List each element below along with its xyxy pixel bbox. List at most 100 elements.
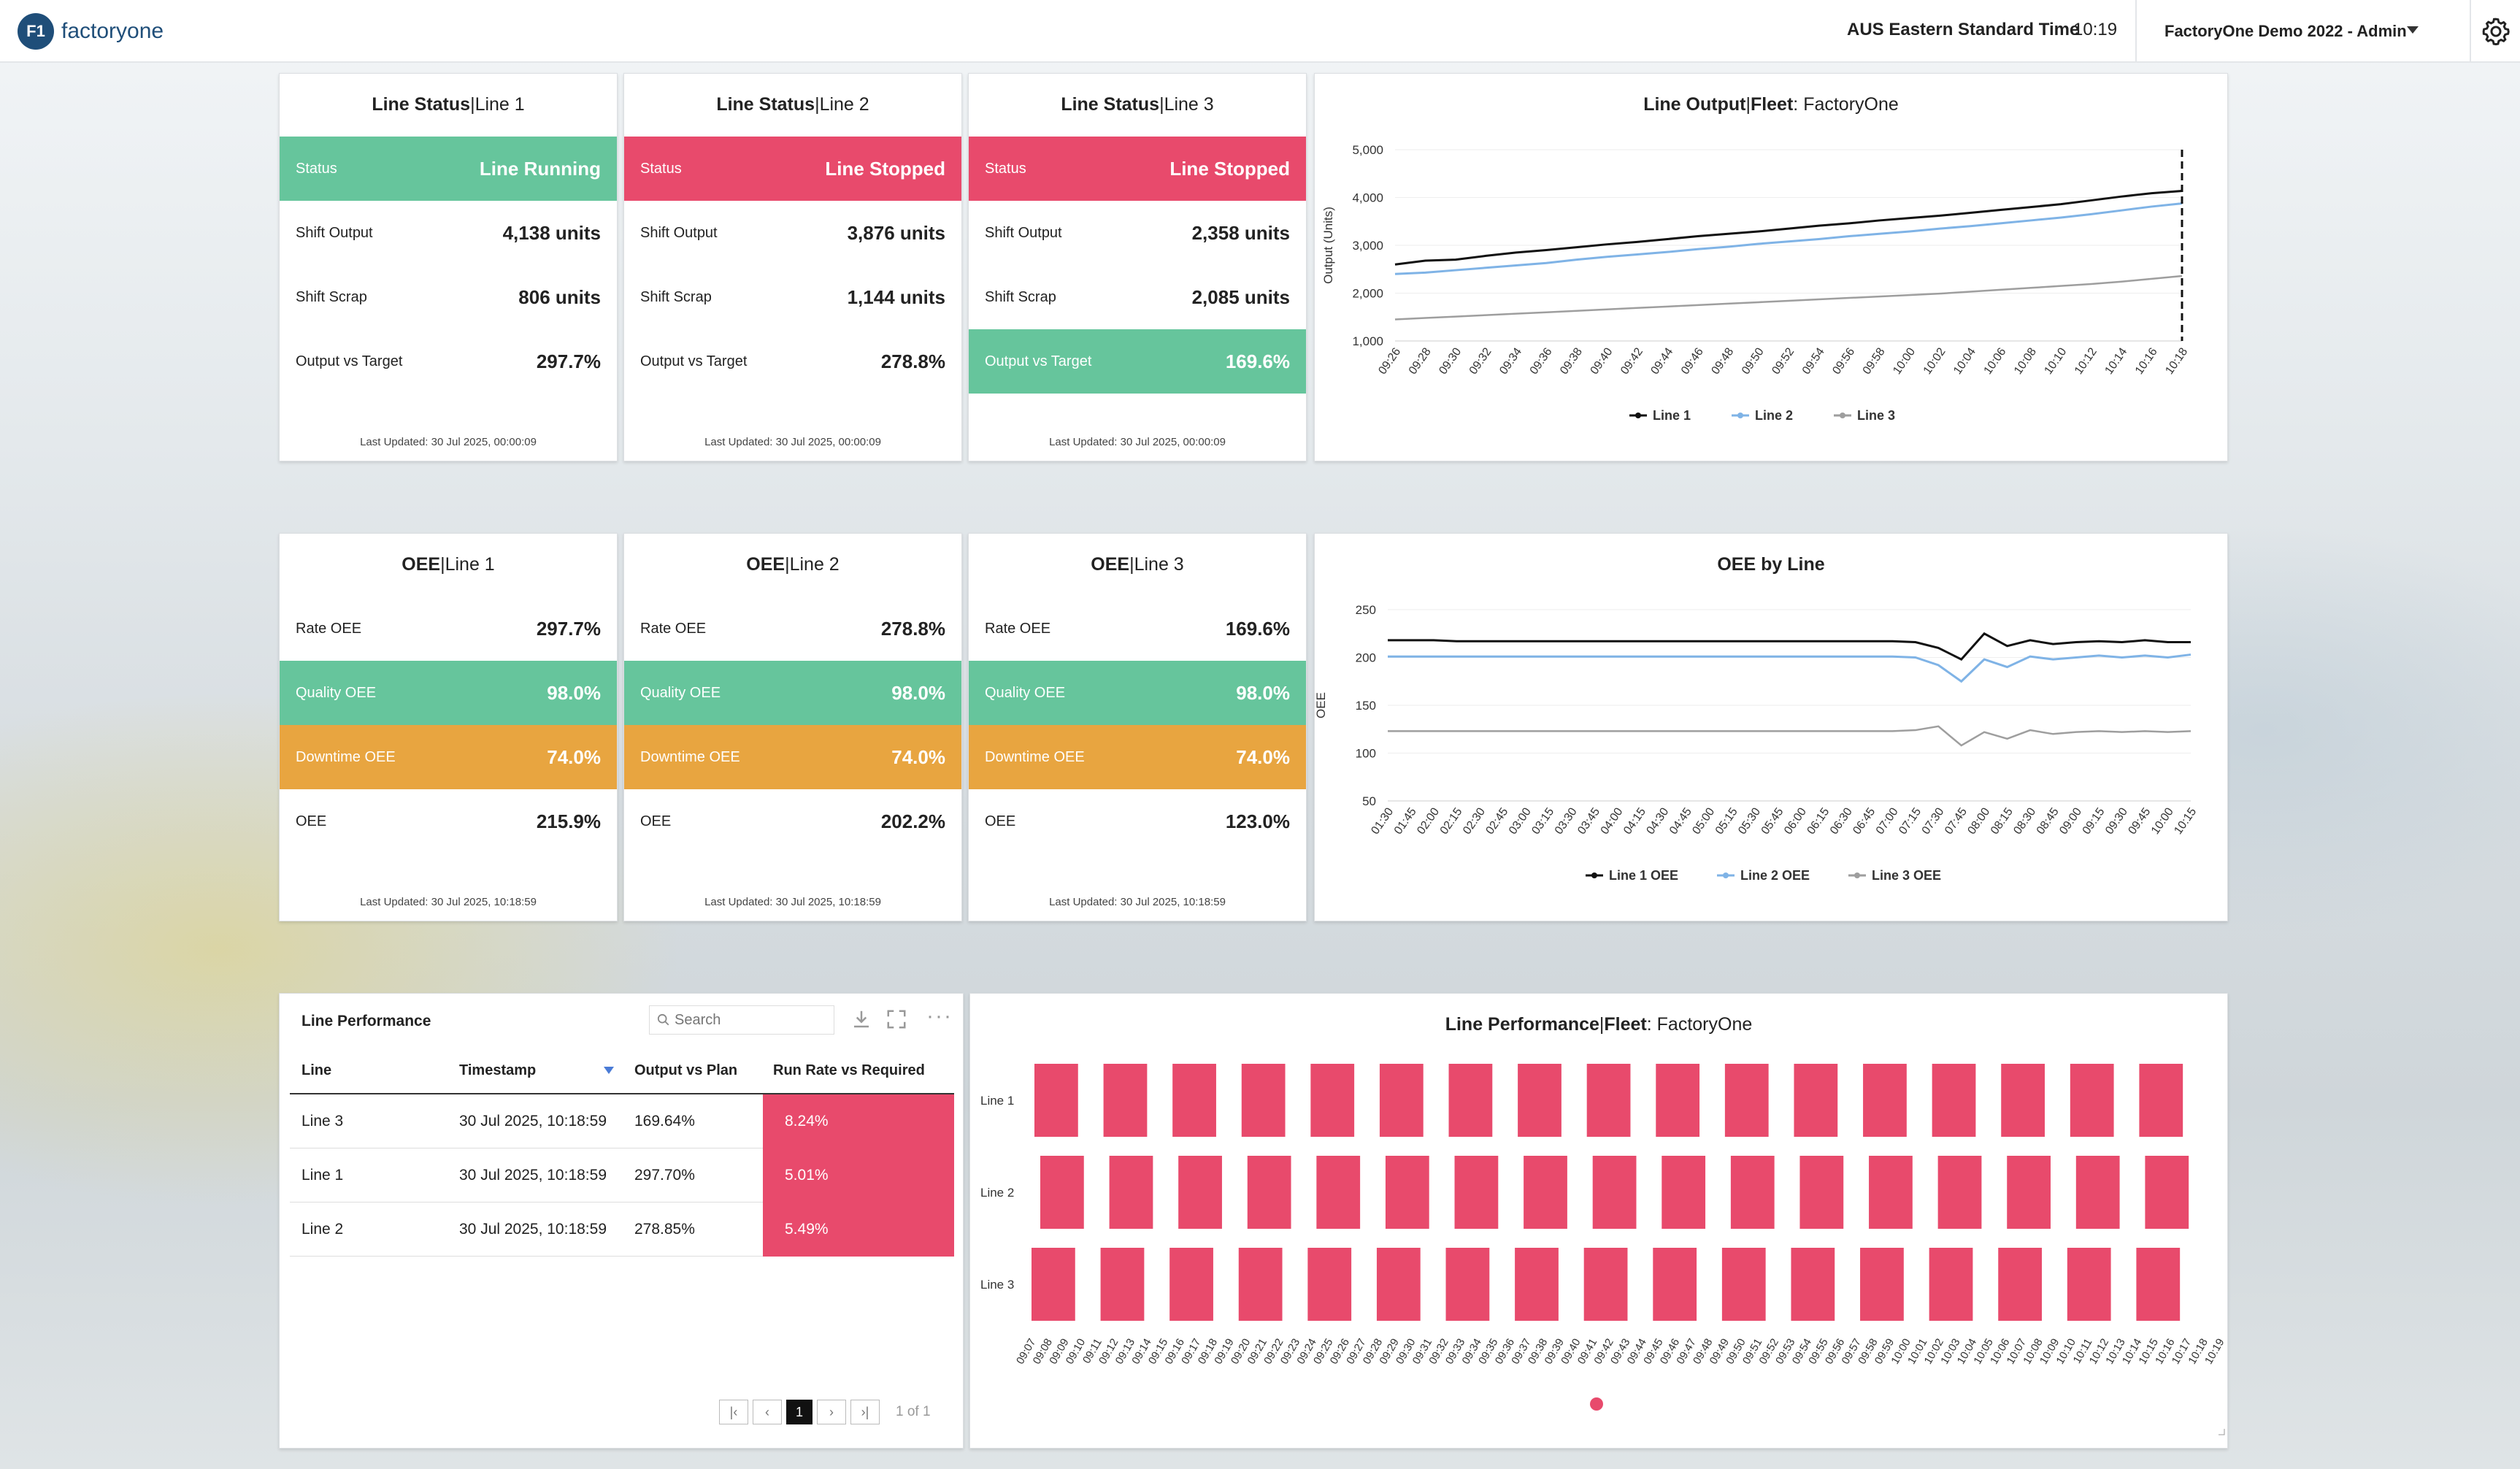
state-bar[interactable]	[1316, 1156, 1361, 1229]
state-bar[interactable]	[1656, 1064, 1700, 1137]
legend-label[interactable]: Line 2 OEE	[1740, 868, 1810, 883]
metric-label: Output vs Target	[296, 353, 403, 369]
state-bar[interactable]	[2067, 1248, 2111, 1321]
table-row[interactable]	[290, 1203, 954, 1257]
state-bar[interactable]	[1178, 1156, 1222, 1229]
legend-label[interactable]: Line 3 OEE	[1872, 868, 1941, 883]
sort-desc-icon[interactable]	[604, 1067, 614, 1079]
x-tick-label: 10:15	[2172, 805, 2199, 837]
state-bar[interactable]	[1310, 1064, 1355, 1137]
legend-label[interactable]: Line 1 OEE	[1609, 868, 1678, 883]
state-bar[interactable]	[1586, 1064, 1631, 1137]
state-bar[interactable]	[1869, 1156, 1913, 1229]
app-logo[interactable]: F1 factoryone	[18, 13, 164, 50]
gear-icon[interactable]	[2471, 0, 2520, 63]
state-bar[interactable]	[1100, 1248, 1145, 1321]
tenant-selector[interactable]: FactoryOne Demo 2022 - Admin	[2135, 0, 2471, 63]
column-header[interactable]: Timestamp	[459, 1062, 537, 1078]
table-cell: 169.64%	[634, 1113, 695, 1129]
x-tick-label: 05:30	[1736, 805, 1763, 837]
state-bar[interactable]	[1103, 1064, 1148, 1137]
x-tick-label: 09:30	[2103, 805, 2130, 837]
state-bar[interactable]	[1929, 1248, 1973, 1321]
next-page-button[interactable]: ›	[817, 1400, 846, 1424]
status-value: Line Stopped	[825, 157, 945, 180]
state-bar[interactable]	[1794, 1064, 1838, 1137]
state-bar[interactable]	[1799, 1156, 1844, 1229]
state-bar[interactable]	[1524, 1156, 1567, 1229]
state-bar[interactable]	[1448, 1064, 1493, 1137]
state-bar[interactable]	[1307, 1248, 1352, 1321]
search-input[interactable]	[675, 1011, 821, 1029]
resize-handle-icon[interactable]	[2219, 1429, 2225, 1435]
x-tick-label: 05:15	[1713, 805, 1740, 837]
row-label: Line 1	[980, 1094, 1014, 1108]
table-row[interactable]	[290, 1094, 954, 1148]
column-header[interactable]: Output vs Plan	[634, 1062, 738, 1078]
state-bar[interactable]	[1454, 1156, 1499, 1229]
state-bar[interactable]	[1998, 1248, 2042, 1321]
state-bar[interactable]	[1662, 1156, 1706, 1229]
state-bar[interactable]	[1860, 1248, 1904, 1321]
state-bar[interactable]	[1721, 1248, 1766, 1321]
header-divider	[290, 1093, 954, 1094]
state-bar[interactable]	[1109, 1156, 1153, 1229]
state-bar[interactable]	[1172, 1064, 1216, 1137]
oee-metric-row: Downtime OEE 74.0%	[969, 725, 1306, 789]
page-indicator-dot[interactable]	[1590, 1397, 1603, 1411]
state-bar[interactable]	[1241, 1064, 1286, 1137]
state-bar[interactable]	[1518, 1064, 1561, 1137]
series-line	[1394, 202, 2183, 275]
state-bar[interactable]	[1376, 1248, 1421, 1321]
state-bar[interactable]	[1379, 1064, 1424, 1137]
x-tick-label: 04:45	[1667, 805, 1694, 837]
last-page-button[interactable]: ›|	[850, 1400, 880, 1424]
state-bar[interactable]	[1724, 1064, 1769, 1137]
state-bar[interactable]	[2007, 1156, 2051, 1229]
metric-value: 278.8%	[880, 350, 945, 372]
legend-marker	[1635, 413, 1641, 418]
state-bar[interactable]	[1730, 1156, 1775, 1229]
tenant-label: FactoryOne Demo 2022 - Admin	[2164, 22, 2407, 40]
state-bar[interactable]	[1238, 1248, 1283, 1321]
state-bar[interactable]	[1515, 1248, 1559, 1321]
first-page-button[interactable]: |‹	[719, 1400, 748, 1424]
state-bar[interactable]	[1032, 1248, 1075, 1321]
state-bar[interactable]	[1040, 1156, 1084, 1229]
column-header[interactable]: Run Rate vs Required	[773, 1062, 925, 1078]
state-bar[interactable]	[1385, 1156, 1429, 1229]
table-row[interactable]	[290, 1148, 954, 1203]
prev-page-button[interactable]: ‹	[753, 1400, 782, 1424]
legend-label[interactable]: Line 2	[1755, 408, 1793, 423]
expand-icon[interactable]	[886, 1008, 907, 1030]
more-options-icon[interactable]: ···	[926, 1004, 953, 1028]
table-cell: 5.49%	[763, 1203, 954, 1257]
state-bar[interactable]	[1583, 1248, 1628, 1321]
state-bar[interactable]	[2136, 1248, 2181, 1321]
metric-row: Output vs Target 278.8%	[624, 329, 961, 394]
download-icon[interactable]	[850, 1008, 872, 1030]
state-bar[interactable]	[1169, 1248, 1213, 1321]
state-bar[interactable]	[2139, 1064, 2183, 1137]
legend-label[interactable]: Line 3	[1857, 408, 1895, 423]
x-tick-label: 03:00	[1507, 805, 1534, 837]
state-bar[interactable]	[2070, 1064, 2114, 1137]
state-bar[interactable]	[1653, 1248, 1697, 1321]
metric-row: Shift Output 3,876 units	[624, 201, 961, 265]
state-bar[interactable]	[2001, 1064, 2045, 1137]
page-number[interactable]: 1	[786, 1400, 813, 1424]
column-header[interactable]: Line	[301, 1062, 332, 1078]
state-bar[interactable]	[1034, 1064, 1078, 1137]
state-bar[interactable]	[1791, 1248, 1835, 1321]
state-bar[interactable]	[2075, 1156, 2120, 1229]
y-tick-label: 50	[1362, 794, 1376, 808]
state-bar[interactable]	[2145, 1156, 2189, 1229]
search-box[interactable]	[649, 1005, 834, 1035]
state-bar[interactable]	[1937, 1156, 1982, 1229]
state-bar[interactable]	[1445, 1248, 1490, 1321]
state-bar[interactable]	[1592, 1156, 1637, 1229]
state-bar[interactable]	[1247, 1156, 1291, 1229]
legend-label[interactable]: Line 1	[1653, 408, 1691, 423]
state-bar[interactable]	[1932, 1064, 1976, 1137]
state-bar[interactable]	[1863, 1064, 1907, 1137]
